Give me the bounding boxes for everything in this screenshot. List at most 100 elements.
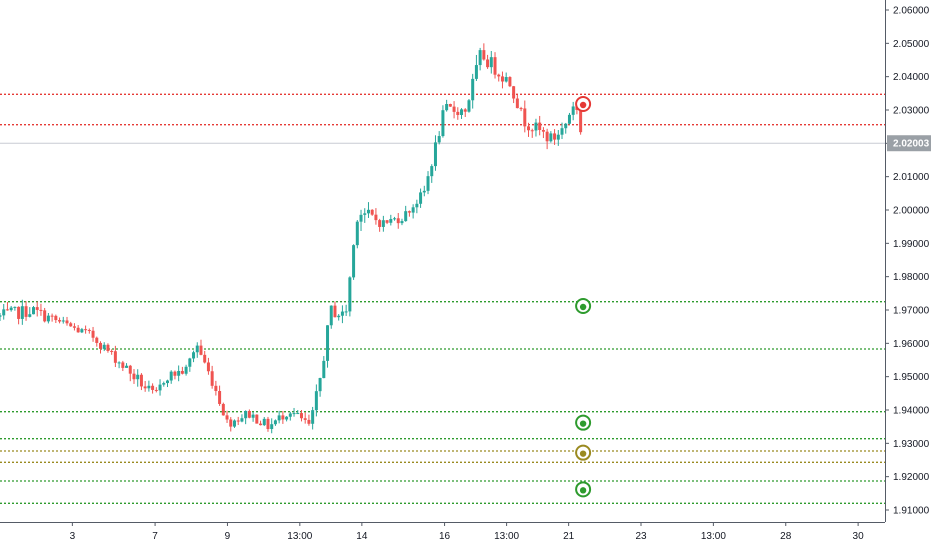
candle-body-72 bbox=[266, 418, 270, 430]
candle-body-128 bbox=[474, 65, 478, 79]
candles-layer bbox=[0, 43, 583, 434]
candle-body-100 bbox=[370, 209, 374, 215]
candle-body-5 bbox=[17, 306, 21, 319]
candle-body-89 bbox=[329, 305, 333, 326]
candle-body-97 bbox=[359, 214, 363, 222]
candle-body-96 bbox=[355, 221, 359, 246]
candle-body-22 bbox=[80, 329, 84, 333]
markers-layer bbox=[575, 96, 592, 498]
candle-body-102 bbox=[378, 220, 382, 227]
candle-body-156 bbox=[579, 109, 583, 133]
candle-body-119 bbox=[441, 110, 445, 137]
candle-body-44 bbox=[162, 383, 166, 385]
candle-body-65 bbox=[240, 418, 244, 422]
candle-body-48 bbox=[177, 370, 181, 376]
candle-body-106 bbox=[393, 218, 397, 220]
candle-body-34 bbox=[125, 365, 129, 368]
x-tick-label-2: 9 bbox=[225, 531, 231, 542]
candle-body-54 bbox=[199, 345, 203, 355]
y-tick-label-15: 1.91000 bbox=[893, 506, 930, 517]
candle-body-59 bbox=[218, 390, 222, 404]
candle-body-24 bbox=[87, 329, 91, 331]
marker-dot-3 bbox=[579, 450, 587, 457]
candle-body-13 bbox=[46, 315, 50, 322]
x-tick-label-8: 23 bbox=[635, 531, 647, 542]
y-tick-label-0: 2.06000 bbox=[893, 6, 930, 17]
candle-body-42 bbox=[154, 389, 158, 391]
candle-body-26 bbox=[95, 337, 99, 343]
candle-body-144 bbox=[534, 122, 538, 131]
candle-body-125 bbox=[463, 109, 467, 112]
candle-body-17 bbox=[61, 320, 65, 322]
candle-body-133 bbox=[493, 57, 497, 75]
candle-body-153 bbox=[567, 114, 571, 124]
y-tick-label-2: 2.04000 bbox=[893, 72, 930, 83]
levels-layer bbox=[0, 93, 885, 504]
candle-body-149 bbox=[553, 133, 557, 140]
candle-body-95 bbox=[352, 245, 356, 278]
candle-body-101 bbox=[374, 214, 378, 221]
candle-body-148 bbox=[549, 133, 553, 142]
candle-body-79 bbox=[292, 413, 296, 415]
candle-body-115 bbox=[426, 176, 430, 191]
current-price-label: 2.02003 bbox=[893, 139, 930, 150]
candle-body-3 bbox=[9, 307, 13, 311]
candle-body-150 bbox=[556, 134, 560, 140]
y-axis-panel bbox=[885, 0, 932, 550]
candle-body-31 bbox=[113, 351, 117, 363]
candle-body-84 bbox=[311, 410, 315, 424]
candle-body-37 bbox=[136, 374, 140, 380]
x-tick-label-6: 13:00 bbox=[494, 531, 519, 542]
candle-body-18 bbox=[65, 320, 69, 324]
candle-body-6 bbox=[20, 306, 24, 319]
candle-body-152 bbox=[564, 123, 568, 129]
candle-body-90 bbox=[333, 305, 337, 318]
x-tick-label-11: 30 bbox=[853, 531, 865, 542]
candle-body-123 bbox=[456, 111, 460, 115]
candle-body-16 bbox=[58, 320, 62, 322]
candle-body-131 bbox=[486, 59, 490, 68]
candle-body-41 bbox=[151, 385, 155, 390]
current-price-tag bbox=[887, 135, 931, 152]
x-tick-label-4: 14 bbox=[356, 531, 368, 542]
candle-body-145 bbox=[538, 122, 542, 130]
candle-body-98 bbox=[363, 213, 367, 215]
candle-body-80 bbox=[296, 413, 300, 415]
candle-body-75 bbox=[277, 415, 281, 421]
candle-body-103 bbox=[381, 220, 385, 227]
y-tick-label-12: 1.94000 bbox=[893, 406, 930, 417]
candle-body-43 bbox=[158, 384, 162, 391]
candle-body-14 bbox=[50, 315, 54, 317]
candle-body-61 bbox=[225, 415, 229, 420]
candle-body-132 bbox=[489, 57, 493, 68]
candle-body-78 bbox=[288, 413, 292, 417]
candle-body-151 bbox=[560, 128, 564, 135]
candle-body-30 bbox=[110, 350, 114, 352]
candle-body-81 bbox=[299, 413, 303, 419]
y-tick-label-3: 2.03000 bbox=[893, 106, 930, 117]
candle-body-66 bbox=[244, 410, 248, 419]
candle-body-120 bbox=[445, 104, 449, 111]
candle-body-10 bbox=[35, 307, 39, 310]
y-tick-label-7: 1.99000 bbox=[893, 239, 930, 250]
candle-body-118 bbox=[437, 136, 441, 143]
candle-body-60 bbox=[221, 403, 225, 416]
candle-body-1 bbox=[2, 309, 6, 316]
y-tick-label-10: 1.96000 bbox=[893, 339, 930, 350]
candle-body-143 bbox=[530, 130, 534, 132]
y-tick-label-13: 1.93000 bbox=[893, 439, 930, 450]
candle-body-113 bbox=[419, 192, 423, 204]
candle-body-105 bbox=[389, 218, 393, 223]
candle-body-15 bbox=[54, 315, 58, 321]
candle-body-28 bbox=[102, 344, 106, 349]
candle-body-39 bbox=[143, 386, 147, 389]
marker-dot-2 bbox=[579, 420, 587, 427]
candle-body-47 bbox=[173, 371, 177, 376]
candle-body-82 bbox=[303, 418, 307, 420]
candle-body-124 bbox=[460, 109, 464, 115]
candle-body-99 bbox=[366, 209, 370, 214]
candle-body-136 bbox=[504, 77, 508, 82]
x-tick-label-9: 13:00 bbox=[701, 531, 726, 542]
